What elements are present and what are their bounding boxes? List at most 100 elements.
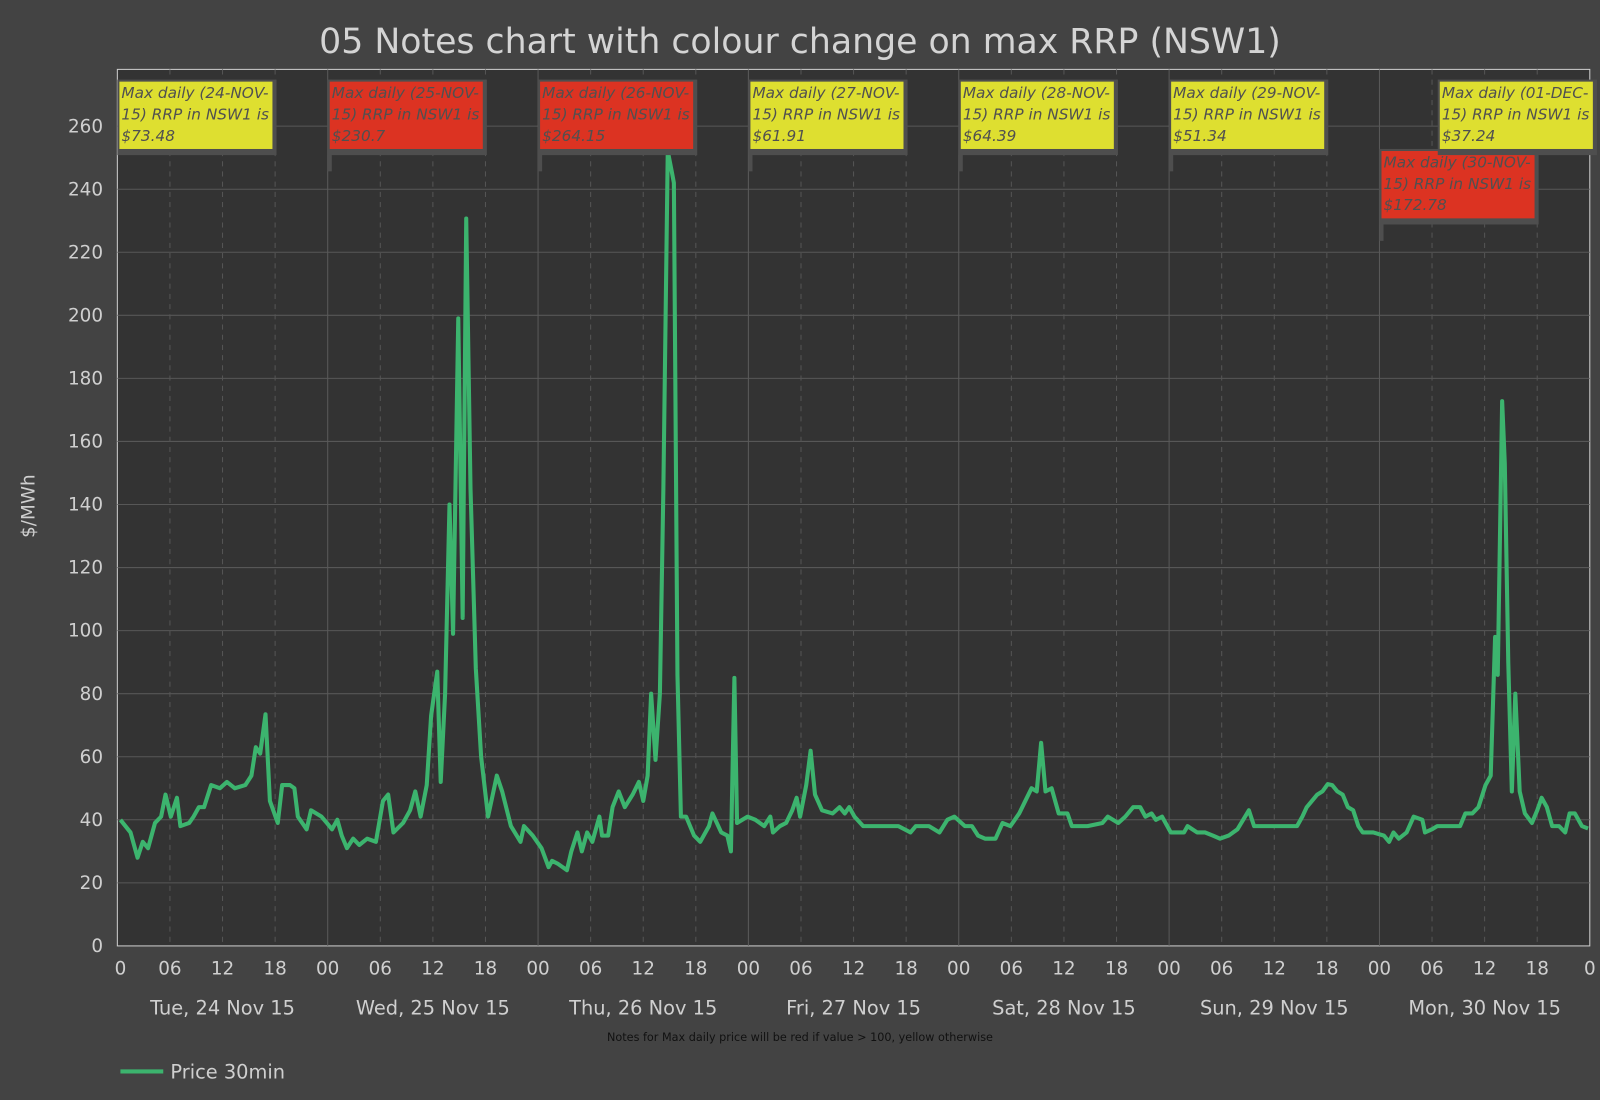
legend-label[interactable]: Price 30min xyxy=(170,1061,285,1084)
x-tick-label: 00 xyxy=(316,958,339,979)
note-text-line: $73.48 xyxy=(121,127,175,145)
x-tick-label: 06 xyxy=(789,958,812,979)
note-max-daily: Max daily (25-NOV- 15) RRP in NSW1 is $230… xyxy=(327,79,487,172)
note-text-line: Max daily (01-DEC- xyxy=(1442,84,1589,102)
note-box xyxy=(329,81,483,149)
x-day-label: Fri, 27 Nov 15 xyxy=(786,996,921,1019)
x-tick-label: 06 xyxy=(1210,958,1233,979)
x-tick-label: 06 xyxy=(158,958,181,979)
y-axis-label: $/MWh xyxy=(19,474,40,537)
y-tick-label: 0 xyxy=(91,936,103,957)
note-box xyxy=(960,81,1114,149)
x-tick-label: 06 xyxy=(1000,958,1023,979)
note-text-line: 15) RRP in NSW1 is xyxy=(542,105,690,123)
note-box xyxy=(1439,81,1593,149)
note-max-daily: Max daily (24-NOV- 15) RRP in NSW1 is $73.… xyxy=(117,79,277,156)
chart-caption: Notes for Max daily price will be red if… xyxy=(607,1031,993,1044)
note-text-line: 15) RRP in NSW1 is xyxy=(752,105,900,123)
x-day-label: Mon, 30 Nov 15 xyxy=(1408,996,1561,1019)
y-tick-label: 20 xyxy=(80,873,103,894)
x-tick-label: 18 xyxy=(1105,958,1128,979)
x-tick-label: 06 xyxy=(579,958,602,979)
y-tick-label: 100 xyxy=(68,621,103,642)
note-box xyxy=(540,81,694,149)
y-tick-label: 40 xyxy=(80,810,103,831)
note-text-line: 15) RRP in NSW1 is xyxy=(1384,175,1532,193)
note-text-line: 15) RRP in NSW1 is xyxy=(1173,105,1321,123)
note-text-line: $61.91 xyxy=(752,127,806,145)
note-text-line: 15) RRP in NSW1 is xyxy=(963,105,1111,123)
x-day-label: Sat, 28 Nov 15 xyxy=(992,996,1136,1019)
x-tick-label: 12 xyxy=(1473,958,1496,979)
x-tick-label: 06 xyxy=(369,958,392,979)
y-axis: 0 20 40 60 80 100 120 140 160 180 200 220 240 260 xyxy=(68,116,103,957)
y-tick-label: 80 xyxy=(80,684,103,705)
x-tick-label: 18 xyxy=(1315,958,1338,979)
y-tick-label: 220 xyxy=(68,242,103,263)
y-tick-label: 180 xyxy=(68,369,103,390)
x-tick-label: 12 xyxy=(211,958,234,979)
x-tick-label: 18 xyxy=(1526,958,1549,979)
x-tick-label: 18 xyxy=(684,958,707,979)
note-text-line: 15) RRP in NSW1 is xyxy=(1442,105,1590,123)
note-max-daily: Max daily (29-NOV- 15) RRP in NSW1 is $51.… xyxy=(1169,79,1329,172)
note-max-daily: Max daily (01-DEC- 15) RRP in NSW1 is $37.… xyxy=(1437,79,1597,156)
note-text-line: Max daily (24-NOV- xyxy=(121,84,268,102)
y-tick-label: 200 xyxy=(68,305,103,326)
note-box xyxy=(1171,81,1325,149)
x-tick-label: 18 xyxy=(894,958,917,979)
note-max-daily: Max daily (27-NOV- 15) RRP in NSW1 is $61.… xyxy=(748,79,908,172)
x-axis: 0 06 12 18 00 06 12 18 00 06 12 18 00 06 12 18 00 06 12 18 0… xyxy=(115,958,1596,1019)
grid xyxy=(117,69,1590,946)
note-text-line: $172.78 xyxy=(1384,196,1448,214)
y-tick-label: 240 xyxy=(68,179,103,200)
x-day-label: Wed, 25 Nov 15 xyxy=(356,996,510,1019)
y-tick-label: 140 xyxy=(68,495,103,516)
note-max-daily: Max daily (26-NOV- 15) RRP in NSW1 is $264… xyxy=(538,79,698,172)
note-box xyxy=(119,81,273,149)
x-tick-label: 12 xyxy=(632,958,655,979)
note-max-daily: Max daily (28-NOV- 15) RRP in NSW1 is $64.… xyxy=(958,79,1118,172)
note-box xyxy=(750,81,904,149)
x-day-label: Tue, 24 Nov 15 xyxy=(149,996,295,1019)
x-tick-label: 00 xyxy=(1157,958,1180,979)
y-tick-label: 160 xyxy=(68,432,103,453)
note-max-daily: Max daily (30-NOV- 15) RRP in NSW1 is $172… xyxy=(1379,148,1539,241)
legend[interactable]: Price 30min xyxy=(120,1061,285,1084)
y-tick-label: 120 xyxy=(68,558,103,579)
x-tick-label: 00 xyxy=(737,958,760,979)
chart-title: 05 Notes chart with colour change on max… xyxy=(319,22,1281,62)
x-tick-label: 18 xyxy=(474,958,497,979)
note-text-line: 15) RRP in NSW1 is xyxy=(332,105,480,123)
note-text-line: $64.39 xyxy=(963,127,1017,145)
x-tick-label: 12 xyxy=(842,958,865,979)
note-text-line: $230.7 xyxy=(332,127,386,145)
x-tick-label: 12 xyxy=(1263,958,1286,979)
note-text-line: 15) RRP in NSW1 is xyxy=(121,105,269,123)
note-text-line: $51.34 xyxy=(1173,127,1227,145)
note-text-line: Max daily (27-NOV- xyxy=(752,84,899,102)
note-text-line: Max daily (25-NOV- xyxy=(332,84,479,102)
note-text-line: Max daily (30-NOV- xyxy=(1384,153,1531,171)
x-tick-label: 18 xyxy=(263,958,286,979)
x-tick-label: 0 xyxy=(1584,958,1596,979)
x-tick-label: 12 xyxy=(421,958,444,979)
note-text-line: $37.24 xyxy=(1442,127,1496,145)
x-tick-label: 06 xyxy=(1420,958,1443,979)
note-text-line: Max daily (28-NOV- xyxy=(963,84,1110,102)
x-tick-label: 00 xyxy=(526,958,549,979)
series-line-price-30min[interactable] xyxy=(118,148,1589,873)
note-text-line: Max daily (29-NOV- xyxy=(1173,84,1320,102)
x-tick-label: 12 xyxy=(1052,958,1075,979)
x-day-label: Sun, 29 Nov 15 xyxy=(1200,996,1349,1019)
y-tick-label: 60 xyxy=(80,747,103,768)
note-text-line: Max daily (26-NOV- xyxy=(542,84,689,102)
notes-layer: Max daily (24-NOV- 15) RRP in NSW1 is $73.… xyxy=(117,79,1597,241)
x-tick-label: 00 xyxy=(1368,958,1391,979)
x-tick-label: 00 xyxy=(947,958,970,979)
x-tick-label: 0 xyxy=(115,958,127,979)
note-box xyxy=(1381,151,1535,219)
x-day-label: Thu, 26 Nov 15 xyxy=(568,996,717,1019)
note-text-line: $264.15 xyxy=(542,127,605,145)
